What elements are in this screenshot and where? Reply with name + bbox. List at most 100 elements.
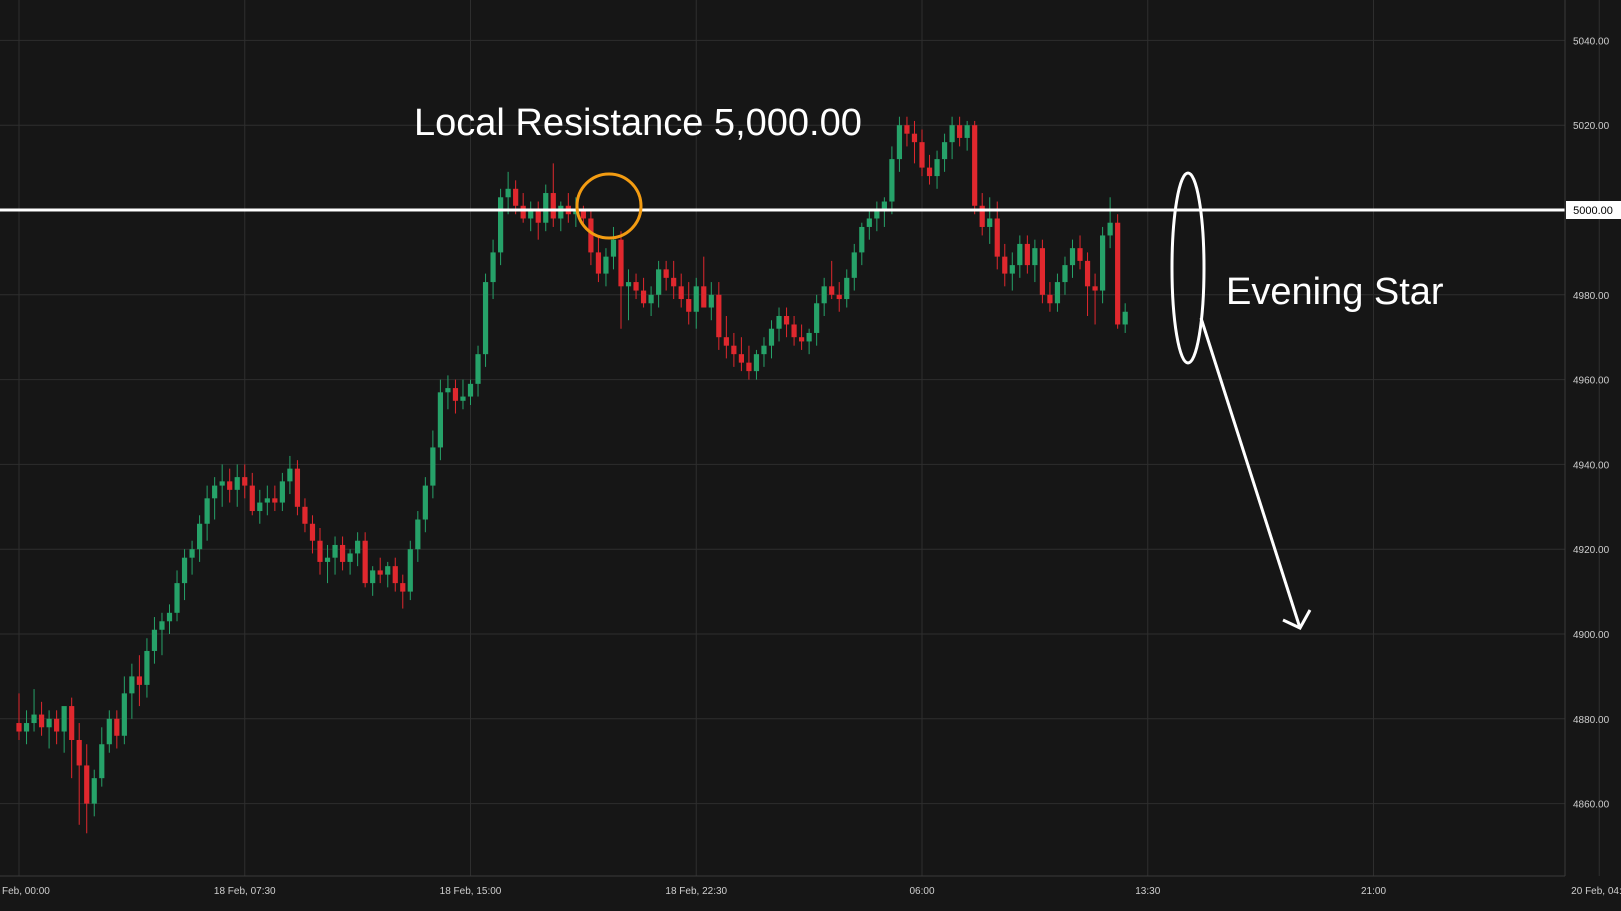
candle-body [452,388,459,401]
candle [1062,256,1068,295]
candle [896,116,903,172]
candle-body [264,498,270,503]
candle-body [1107,222,1113,236]
candle [972,120,978,215]
candle [362,532,368,588]
candle-body [957,125,963,138]
candle-body [1062,265,1068,283]
candle [460,379,466,410]
candle-body [505,188,511,198]
candle-body [738,354,744,363]
evening-star-annotation: Evening Star [1226,271,1444,313]
candle [407,540,413,601]
candle-body [859,226,865,253]
candle-body [1039,248,1045,295]
candle-body [829,286,835,295]
candle [558,201,564,232]
candle-body [197,523,203,550]
candle-body [1024,243,1030,266]
candle-body [317,540,323,562]
candle [1017,235,1023,278]
candle [761,337,767,367]
candle [663,260,669,291]
candle [257,489,263,524]
candle-body [949,125,955,143]
candle [603,248,609,287]
candle [588,210,594,266]
downtrend-arrow-head [1282,609,1312,630]
candle-body [994,218,1000,257]
candle [640,277,647,308]
candle [31,689,37,732]
candle-body [1077,248,1083,261]
candle [701,256,707,308]
candle [437,379,443,461]
candle [46,710,52,749]
candle [1039,239,1045,304]
candle-body [603,256,609,274]
candle-body [919,142,925,168]
candle [467,379,474,406]
candle [987,197,993,244]
candle [776,307,782,342]
candle-body [941,142,948,160]
candle-body [76,740,82,766]
candle [550,163,556,227]
price-axis: 5040.00 5020.00 4980.00 4960.00 4940.00 4920.… [1564,0,1610,876]
candle-body [287,468,293,482]
candle-body [1054,282,1061,304]
candle-body [377,570,383,575]
candle-body [302,506,308,524]
candle [482,273,489,367]
candle [264,485,270,516]
price-tick-label: 4880.00 [1573,715,1610,726]
candle-body [212,485,218,499]
candle-body [528,210,534,219]
candle-body [498,197,504,253]
candle-body [731,345,737,355]
candle [881,197,887,227]
candle [836,282,842,312]
candle-body [99,744,105,779]
candle [136,655,142,707]
candle-body [588,218,594,253]
candle-body [768,328,775,346]
candle [851,243,857,291]
candle-body [746,362,752,372]
candle-body [234,477,240,490]
candle [144,638,150,698]
candle-body [437,392,443,448]
candle-body [400,583,406,592]
candle-body [415,519,421,550]
candle [610,226,617,270]
candle [339,536,346,571]
candle-body [355,540,361,554]
candle-body [189,549,195,558]
candle-body [91,778,97,804]
time-tick-label: 18 Feb, 07:30 [214,886,276,897]
candle [498,188,504,266]
candle-body [219,481,225,486]
candle [99,727,105,787]
candle [279,472,285,512]
candle [821,277,827,316]
candle [1107,197,1113,249]
candle [392,557,398,592]
candle [957,116,963,147]
candle [1024,235,1030,274]
candle-body [422,485,428,520]
candle-body [227,481,233,490]
candle [671,260,677,300]
candle [422,477,428,533]
candle [189,540,195,575]
candle-body [467,383,474,397]
candle-body [294,468,301,507]
candle-body [866,218,872,227]
candle-body [904,125,910,134]
resistance-price-tag-bg [1566,201,1621,219]
candle [204,485,210,541]
candle-body [257,502,263,512]
candle-body [242,477,248,486]
candle [84,744,90,834]
candle-body [475,354,481,384]
